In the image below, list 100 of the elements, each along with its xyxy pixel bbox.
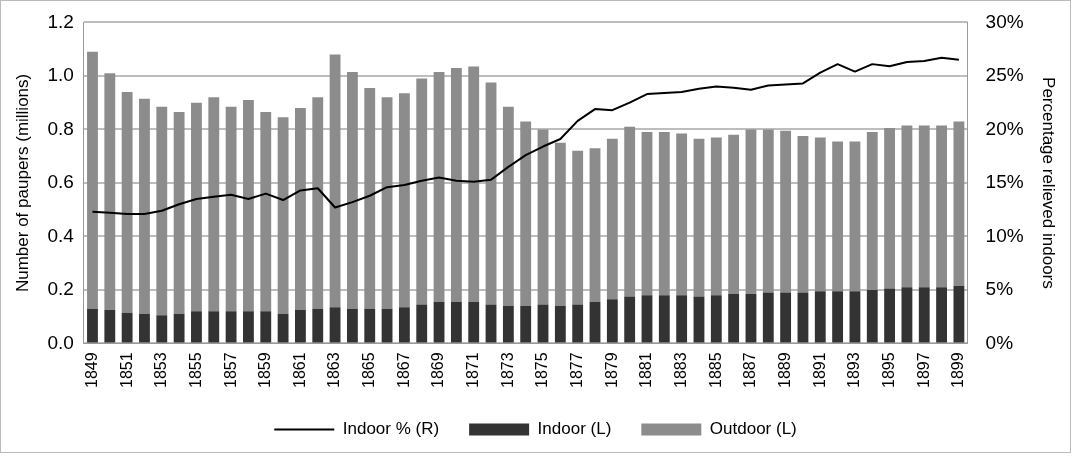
- bar: [87, 308, 98, 343]
- bar: [381, 97, 393, 309]
- y-tick-label: 0.6: [47, 171, 74, 193]
- bar: [537, 129, 549, 305]
- bar: [312, 97, 324, 309]
- y-tick-label: 1.2: [47, 10, 74, 32]
- y2-tick-label: 0%: [985, 331, 1014, 353]
- bar: [277, 313, 289, 343]
- y-axis-title: Number of paupers (millions): [12, 73, 32, 293]
- x-tick-label: 1855: [186, 352, 204, 388]
- bar: [398, 93, 410, 308]
- bar: [295, 309, 306, 343]
- bar: [485, 82, 497, 305]
- bar: [589, 148, 601, 302]
- x-tick-label: 1883: [672, 352, 690, 388]
- bar: [797, 136, 809, 293]
- bar: [295, 108, 306, 310]
- bar: [936, 125, 947, 288]
- bar: [433, 301, 445, 343]
- x-tick-label: 1879: [602, 352, 620, 388]
- bar: [104, 309, 116, 343]
- legend-label: Indoor (L): [537, 419, 612, 439]
- bar: [641, 295, 653, 343]
- bar: [780, 292, 792, 343]
- bar: [589, 301, 601, 343]
- bar: [346, 308, 358, 343]
- y2-axis-title: Percentage relieved indoors: [1039, 77, 1059, 289]
- bar: [104, 73, 116, 310]
- bar: [918, 125, 930, 288]
- x-tick-label: 1895: [880, 352, 897, 388]
- x-tick-label: 1899: [949, 352, 967, 388]
- y-tick-label: 0.4: [47, 224, 75, 246]
- bar: [953, 121, 965, 286]
- bar: [502, 106, 514, 306]
- bar: [398, 307, 410, 343]
- bar: [329, 307, 341, 343]
- y2-tick-label: 20%: [985, 117, 1024, 139]
- bar: [537, 304, 549, 343]
- x-tick-label: 1859: [256, 352, 274, 388]
- bar: [676, 133, 688, 296]
- x-tick-label: 1887: [741, 352, 759, 388]
- bar: [381, 308, 393, 343]
- bar: [572, 150, 584, 305]
- bar: [866, 132, 878, 290]
- bar: [173, 313, 185, 343]
- bar: [693, 296, 705, 343]
- x-tick-label: 1871: [464, 352, 482, 388]
- bar: [364, 308, 376, 343]
- legend-label: Indoor % (R): [342, 419, 440, 439]
- x-tick-label: 1861: [290, 352, 308, 388]
- y-tick-label: 0.0: [47, 331, 74, 353]
- bar: [243, 99, 254, 312]
- bar: [416, 78, 428, 305]
- bar: [260, 311, 272, 343]
- bar: [139, 313, 150, 343]
- bar: [814, 137, 826, 292]
- bar: [433, 71, 445, 302]
- bar: [606, 299, 618, 343]
- x-tick-label: 1857: [221, 352, 239, 388]
- bar: [762, 292, 774, 343]
- bar: [156, 106, 168, 316]
- bar: [450, 67, 462, 302]
- x-tick-label: 1885: [706, 352, 724, 388]
- x-tick-label: 1893: [845, 352, 863, 388]
- y-tick-label: 1.0: [47, 64, 74, 86]
- bar: [918, 287, 930, 343]
- bar: [225, 106, 237, 312]
- bar: [87, 51, 98, 309]
- x-tick-label: 1875: [533, 352, 551, 388]
- bar: [728, 134, 740, 294]
- x-tick-label: 1849: [82, 352, 100, 388]
- x-tick-label: 1877: [568, 352, 586, 388]
- bar: [780, 130, 792, 293]
- bar: [485, 304, 497, 343]
- x-tick-label: 1889: [776, 352, 794, 388]
- x-tick-label: 1867: [394, 352, 412, 388]
- x-tick-label: 1873: [498, 352, 516, 388]
- bar: [191, 311, 202, 343]
- bar: [121, 91, 133, 313]
- bar: [502, 305, 514, 343]
- x-tick-label: 1869: [429, 352, 447, 388]
- bar: [329, 54, 341, 308]
- bar: [225, 311, 237, 343]
- x-tick-label: 1865: [360, 352, 378, 388]
- bar: [346, 71, 358, 309]
- bar: [693, 138, 705, 297]
- bar: [260, 112, 272, 312]
- legend-label: Outdoor (L): [709, 419, 797, 439]
- bar: [312, 308, 324, 343]
- bar: [832, 141, 844, 292]
- bar: [243, 311, 254, 343]
- bar: [416, 304, 428, 343]
- bar: [191, 102, 202, 312]
- bar: [658, 132, 670, 296]
- bar: [121, 312, 133, 343]
- bar: [745, 293, 757, 343]
- bar: [676, 295, 688, 343]
- bar: [849, 291, 861, 343]
- bar: [624, 126, 636, 297]
- x-tick-label: 1881: [637, 352, 655, 388]
